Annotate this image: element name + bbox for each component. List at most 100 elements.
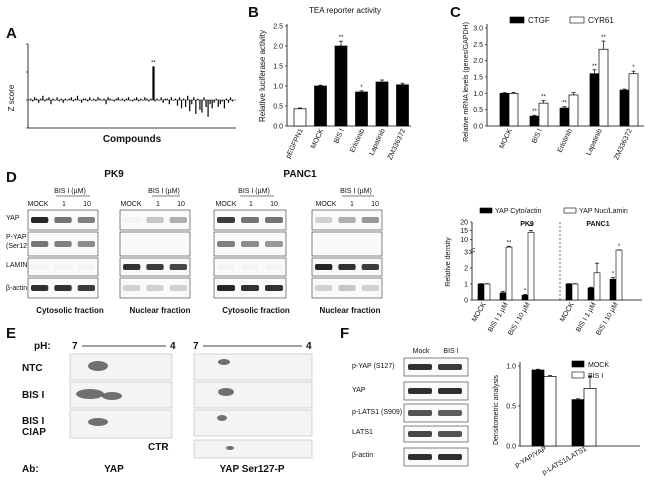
panel-a-bar [209, 100, 211, 105]
panel-d: D PK9 PANC1 YAP P-YAP (Ser127) LAMIN A/C… [6, 169, 642, 337]
panel-b-letter: B [248, 4, 259, 21]
panel-b-bar [396, 84, 409, 127]
panel-a-bar [160, 97, 162, 100]
panel-a-bar [74, 98, 77, 100]
panel-b-xlabel: Erlotinib [349, 128, 366, 154]
panel-a-bar [127, 97, 130, 100]
panel-f-chart-ytick-label: 0.5 [506, 404, 516, 411]
panel-f-blot-band [438, 431, 462, 437]
panel-f-blot-band [438, 454, 462, 460]
panel-e-blot-frame [193, 439, 313, 459]
panel-a-bar [123, 100, 126, 102]
panel-e-blot-spot [102, 392, 122, 400]
panel-a-bar [211, 100, 213, 109]
panel-d-blot-band [361, 285, 379, 291]
panel-d-blot-band [54, 264, 72, 270]
panel-f-blot-band [438, 388, 462, 394]
panel-d-row-pyap: P-YAP [6, 234, 27, 241]
panel-d-blot-band [338, 264, 356, 270]
panel-d-blot-band [77, 264, 95, 270]
panel-e-blot-spot [217, 415, 227, 421]
panel-f-chart-bar [531, 369, 545, 447]
panel-c-yticks: 0.0 0.5 1.0 1.5 2.0 2.5 3.0 [473, 26, 487, 131]
panel-d-chart-bar [609, 278, 617, 301]
panel-d-blot-frame [311, 231, 383, 257]
panel-d-chart-bar [521, 294, 529, 301]
panel-c-ytick-label: 2.5 [473, 42, 483, 49]
panel-a-bar [225, 98, 228, 100]
panel-e: E pH: 7 4 7 4 NTC BIS I BIS I CIAP CTR A… [6, 325, 313, 475]
panel-f-chart-xlabel: p-YAP/YAP [514, 446, 548, 470]
panel-a-bar [172, 100, 174, 101]
panel-a-bar [231, 100, 234, 102]
panel-f-blot-band [408, 364, 432, 370]
panel-a-bar [46, 98, 48, 100]
panel-d-chart-significance: * [618, 244, 621, 250]
panel-a-bar [66, 100, 68, 101]
panel-a-bar [162, 100, 164, 103]
panel-d-blot-band [361, 217, 379, 223]
panel-d-row-lamin: LAMIN A/C [6, 262, 41, 269]
panel-f-chart-ylabel: Densitometric analysis [493, 374, 500, 445]
panel-a-bar [221, 100, 223, 102]
panel-a-bar [189, 100, 191, 112]
panel-d-lane-10-3: 10 [270, 201, 278, 208]
panel-d-fraction-3: Cytosolic fraction [222, 306, 290, 315]
panel-d-blot-band [265, 241, 283, 247]
panel-d-chart-ytick-label: 15 [460, 228, 468, 235]
panel-d-group-panc1: PANC1 [283, 169, 317, 180]
panel-b-ytick-label: 0.5 [273, 104, 283, 111]
panel-a-bar [176, 100, 179, 106]
panel-e-row-bis-ciap-2: CIAP [22, 427, 46, 438]
panel-a-bar [140, 98, 142, 100]
panel-a-bar [219, 100, 221, 105]
panel-a-bar [109, 98, 111, 100]
panel-d-lane-1-2: 1 [156, 201, 160, 208]
panel-a-bar [215, 98, 217, 100]
panel-f-legend-swatch-mock [571, 360, 585, 368]
panel-d-blot-band [123, 217, 141, 223]
panel-d-legend-nuc: YAP Nuc/Lamin [579, 208, 628, 215]
panel-a-bar [197, 98, 199, 100]
panel-b-bar [375, 81, 389, 127]
panel-e-blot-spot [88, 418, 108, 426]
panel-c-bar [628, 73, 639, 127]
panel-b-bar [355, 91, 368, 127]
panel-d-blot-band [217, 217, 235, 223]
panel-e-blot-frame [193, 409, 313, 437]
panel-e-ph-right-2: 4 [306, 341, 312, 352]
panel-d-chart-xlabel: BIS I 1 µM [575, 301, 598, 333]
panel-b-xlabel: Lapatinib [368, 128, 386, 157]
panel-e-blot-spot [88, 361, 108, 371]
panel-a-bar [213, 100, 215, 103]
panel-d-blot-band [217, 241, 235, 247]
panel-c-ylabel: Relative mRNA levels (genes/GAPDH) [463, 22, 470, 142]
panel-a-bar [164, 98, 166, 100]
panel-d-lane-mock-2: MOCK [121, 201, 142, 208]
panel-e-ph-left-1: 7 [72, 341, 78, 352]
panel-c-letter: C [450, 4, 461, 21]
panel-a-bar [62, 100, 64, 103]
panel-d-chart-break-2 [468, 250, 476, 255]
panel-f-lane-mock: Mock [413, 348, 430, 355]
panel-b-bar [314, 85, 327, 127]
panel-d-lane-10-2: 10 [177, 201, 185, 208]
panel-d-chart-bar [477, 283, 485, 301]
panel-a: A Z score ** Compounds [6, 25, 236, 145]
panel-a-bar [146, 98, 148, 100]
panel-c-ytick-label: 1.0 [473, 91, 483, 98]
panel-a-bar [113, 100, 115, 102]
panel-f-row-plats: p-LATS1 (S909) [352, 409, 402, 416]
panel-d-blot-band [54, 241, 72, 247]
panel-c-significance: ** [592, 64, 597, 70]
panel-d-blot-band [241, 241, 259, 247]
panel-c-bar [529, 115, 540, 127]
panel-a-bars [28, 66, 236, 117]
panel-a-bar [91, 100, 93, 101]
panel-a-bar [48, 97, 50, 100]
panel-a-bar [152, 66, 155, 100]
panel-a-bar [129, 100, 132, 101]
panel-d-blot-band [123, 285, 141, 291]
panel-a-bar [54, 100, 56, 101]
panel-e-ctr: CTR [148, 442, 169, 453]
